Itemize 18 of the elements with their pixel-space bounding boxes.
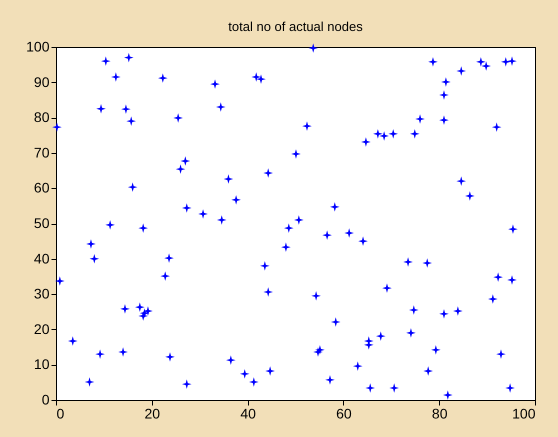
y-tick-label: 60	[34, 180, 50, 196]
y-tick-label: 70	[34, 144, 50, 160]
x-tick-label: 100	[512, 406, 536, 422]
y-tick-label: 90	[34, 74, 50, 90]
x-tick-label: 40	[240, 406, 256, 422]
x-tick-label: 0	[56, 406, 64, 422]
x-tick-label: 80	[432, 406, 448, 422]
y-tick-label: 20	[34, 320, 50, 337]
y-tick-label: 30	[34, 286, 50, 302]
y-tick-label: 0	[42, 392, 50, 408]
x-tick-label: 60	[336, 406, 352, 422]
y-tick-label: 10	[34, 356, 50, 372]
y-tick-label: 50	[34, 215, 50, 231]
y-tick-label: 80	[34, 109, 50, 126]
chart-title: total no of actual nodes	[228, 19, 364, 34]
y-tick-label: 100	[26, 38, 50, 54]
x-tick-label: 20	[144, 406, 160, 422]
y-tick-label: 40	[34, 250, 50, 266]
